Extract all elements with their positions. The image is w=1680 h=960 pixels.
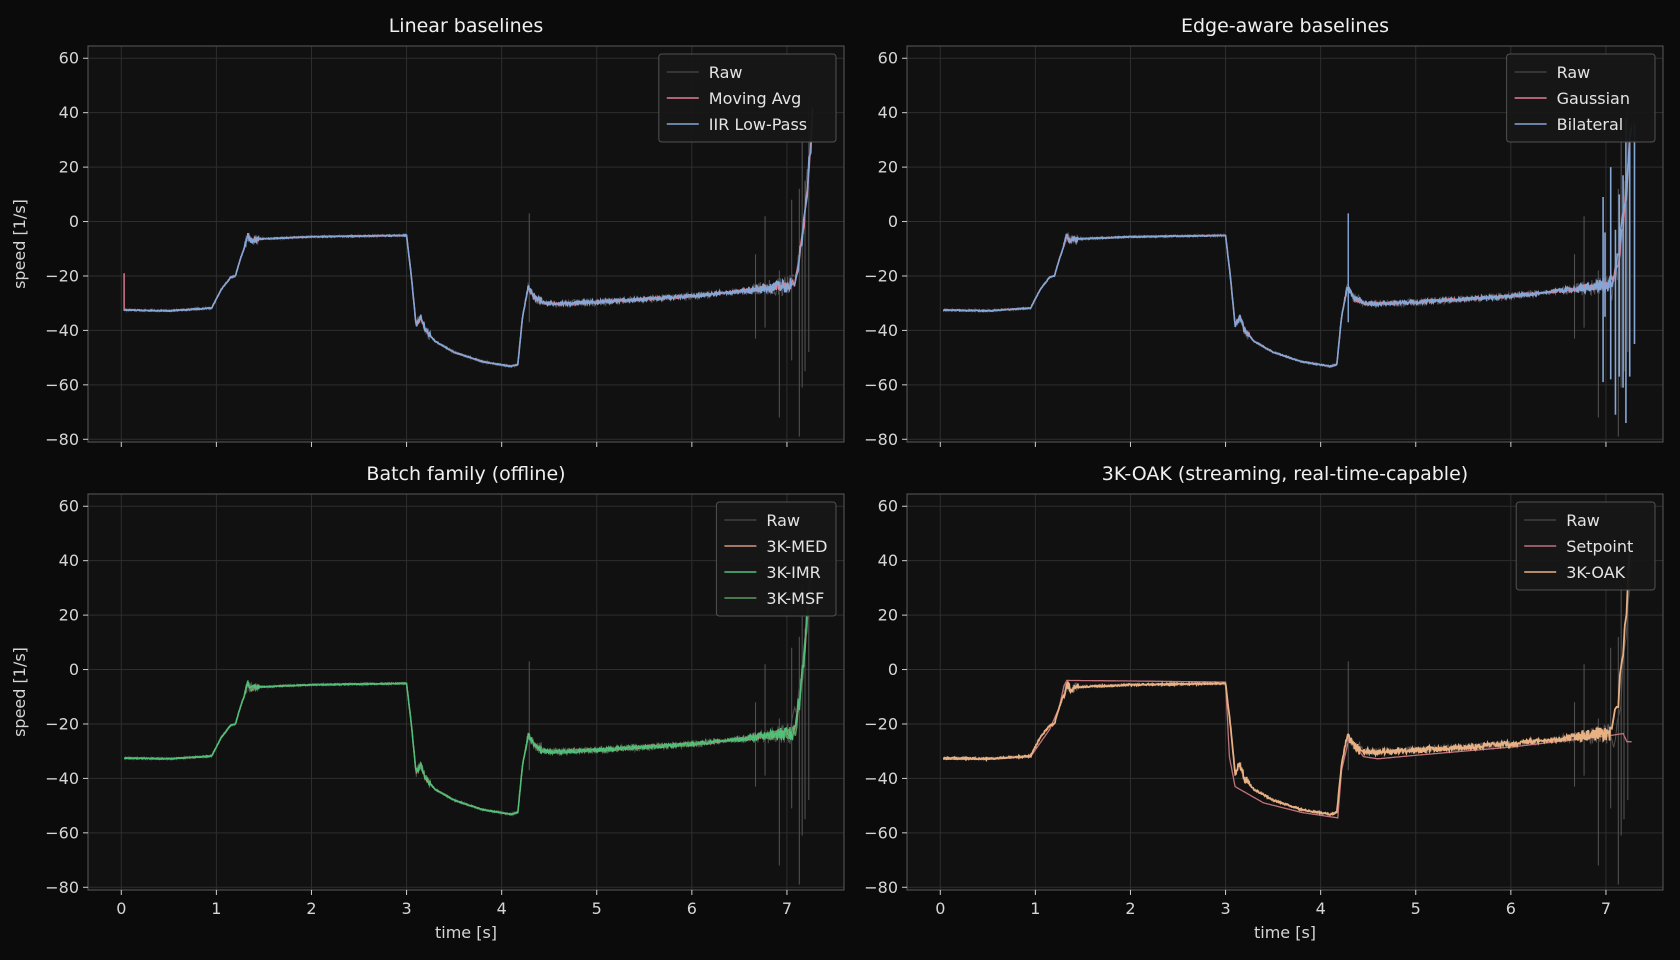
legend-label: IIR Low-Pass (709, 115, 807, 134)
y-tick-label: 20 (878, 158, 898, 177)
series-layer (942, 541, 1633, 885)
legend-label: Bilateral (1557, 115, 1624, 134)
x-tick-label: 2 (306, 899, 316, 918)
x-tick-label: 6 (1506, 899, 1516, 918)
y-tick-label: 40 (878, 103, 898, 122)
y-tick-label: −20 (45, 714, 79, 733)
y-tick-label: 40 (878, 551, 898, 570)
x-tick-label: 0 (116, 899, 126, 918)
legend-label: Raw (766, 511, 800, 530)
y-tick-label: −20 (864, 714, 898, 733)
legend-label: Gaussian (1557, 89, 1630, 108)
y-tick-label: −20 (864, 266, 898, 285)
chart-title: Batch family (offline) (366, 463, 565, 485)
legend-box (715, 501, 837, 617)
chart-title: Linear baselines (389, 15, 544, 37)
y-tick-label: 60 (59, 49, 79, 68)
y-tick-label: −40 (864, 321, 898, 340)
series-iir-line (124, 107, 814, 368)
legend: Raw Gaussian Bilateral (1506, 53, 1656, 143)
legend-label: Moving Avg (709, 89, 802, 108)
legend-label: Raw (709, 63, 743, 82)
x-tick-label: 4 (1316, 899, 1326, 918)
legend-label: 3K-MSF (766, 589, 824, 608)
x-tick-label: 4 (497, 899, 507, 918)
chart-panel-1: 60 40 20 0 −20 −40 −60 −80 Linear baselines speed… (10, 15, 845, 449)
x-tick-label: 0 (935, 899, 945, 918)
y-tick-label: 0 (69, 212, 79, 231)
legend-label: Setpoint (1566, 537, 1633, 556)
x-tick-label: 7 (782, 899, 792, 918)
x-tick-label: 1 (211, 899, 221, 918)
y-tick-label: 60 (878, 497, 898, 516)
y-tick-label: −40 (864, 769, 898, 788)
x-tick-label: 5 (592, 899, 602, 918)
series-layer (942, 93, 1636, 437)
y-tick-label: 60 (878, 49, 898, 68)
y-tick-label: 40 (59, 103, 79, 122)
y-tick-label: −40 (45, 769, 79, 788)
y-tick-label: 20 (59, 606, 79, 625)
y-tick-label: −60 (864, 375, 898, 394)
chart-panel-3: 0 1 2 3 4 5 6 7 60 40 20 0 −20 −40 −60 −80 Batch family … (10, 463, 845, 942)
y-tick-label: −60 (864, 823, 898, 842)
legend-box (658, 53, 837, 143)
y-tick-label: 60 (59, 497, 79, 516)
legend: Raw Setpoint 3K-OAK (1515, 501, 1656, 591)
x-tick-label: 5 (1411, 899, 1421, 918)
y-tick-label: −80 (45, 878, 79, 897)
axes-frame (87, 493, 845, 891)
x-tick-label: 3 (1220, 899, 1230, 918)
y-tick-label: 40 (59, 551, 79, 570)
legend: Raw 3K-MED 3K-IMR 3K-MSF (715, 501, 837, 617)
axes-frame (87, 45, 845, 443)
legend-label: Raw (1566, 511, 1600, 530)
x-axis-label: time [s] (1254, 923, 1316, 942)
axes-frame (906, 45, 1664, 443)
legend-label: Raw (1557, 63, 1591, 82)
y-tick-label: −20 (45, 266, 79, 285)
y-tick-label: −40 (45, 321, 79, 340)
chart-panel-2: 60 40 20 0 −20 −40 −60 −80 Edge-aware baselines R… (864, 15, 1664, 449)
x-tick-label: 6 (687, 899, 697, 918)
y-tick-label: −60 (45, 823, 79, 842)
legend: Raw Moving Avg IIR Low-Pass (658, 53, 837, 143)
legend-label: 3K-MED (766, 537, 827, 556)
x-tick-label: 1 (1030, 899, 1040, 918)
series-3k-imr-line (124, 606, 809, 816)
series-bilateral-line (943, 126, 1633, 368)
chart-title: Edge-aware baselines (1181, 15, 1389, 37)
legend-box (1515, 501, 1656, 591)
y-axis-label: speed [1/s] (10, 199, 29, 289)
y-axis-label: speed [1/s] (10, 647, 29, 737)
y-tick-label: 0 (888, 660, 898, 679)
y-tick-label: −80 (45, 430, 79, 449)
series-3k-oak-line (943, 552, 1631, 817)
y-tick-label: −60 (45, 375, 79, 394)
x-tick-label: 7 (1601, 899, 1611, 918)
y-tick-label: 20 (59, 158, 79, 177)
legend-box (1506, 53, 1656, 143)
y-tick-label: 20 (878, 606, 898, 625)
x-axis-label: time [s] (435, 923, 497, 942)
y-tick-label: 0 (69, 660, 79, 679)
y-tick-label: −80 (864, 430, 898, 449)
axes-frame (906, 493, 1664, 891)
y-tick-label: 0 (888, 212, 898, 231)
series-layer (123, 541, 814, 885)
x-tick-label: 3 (401, 899, 411, 918)
legend-label: 3K-OAK (1566, 563, 1625, 582)
legend-label: 3K-IMR (766, 563, 820, 582)
x-tick-label: 2 (1125, 899, 1135, 918)
chart-title: 3K-OAK (streaming, real-time-capable) (1102, 463, 1468, 485)
chart-panel-4: 0 1 2 3 4 5 6 7 60 40 20 0 −20 −40 −60 −80 3K-OAK (strea… (864, 463, 1664, 942)
y-tick-label: −80 (864, 878, 898, 897)
